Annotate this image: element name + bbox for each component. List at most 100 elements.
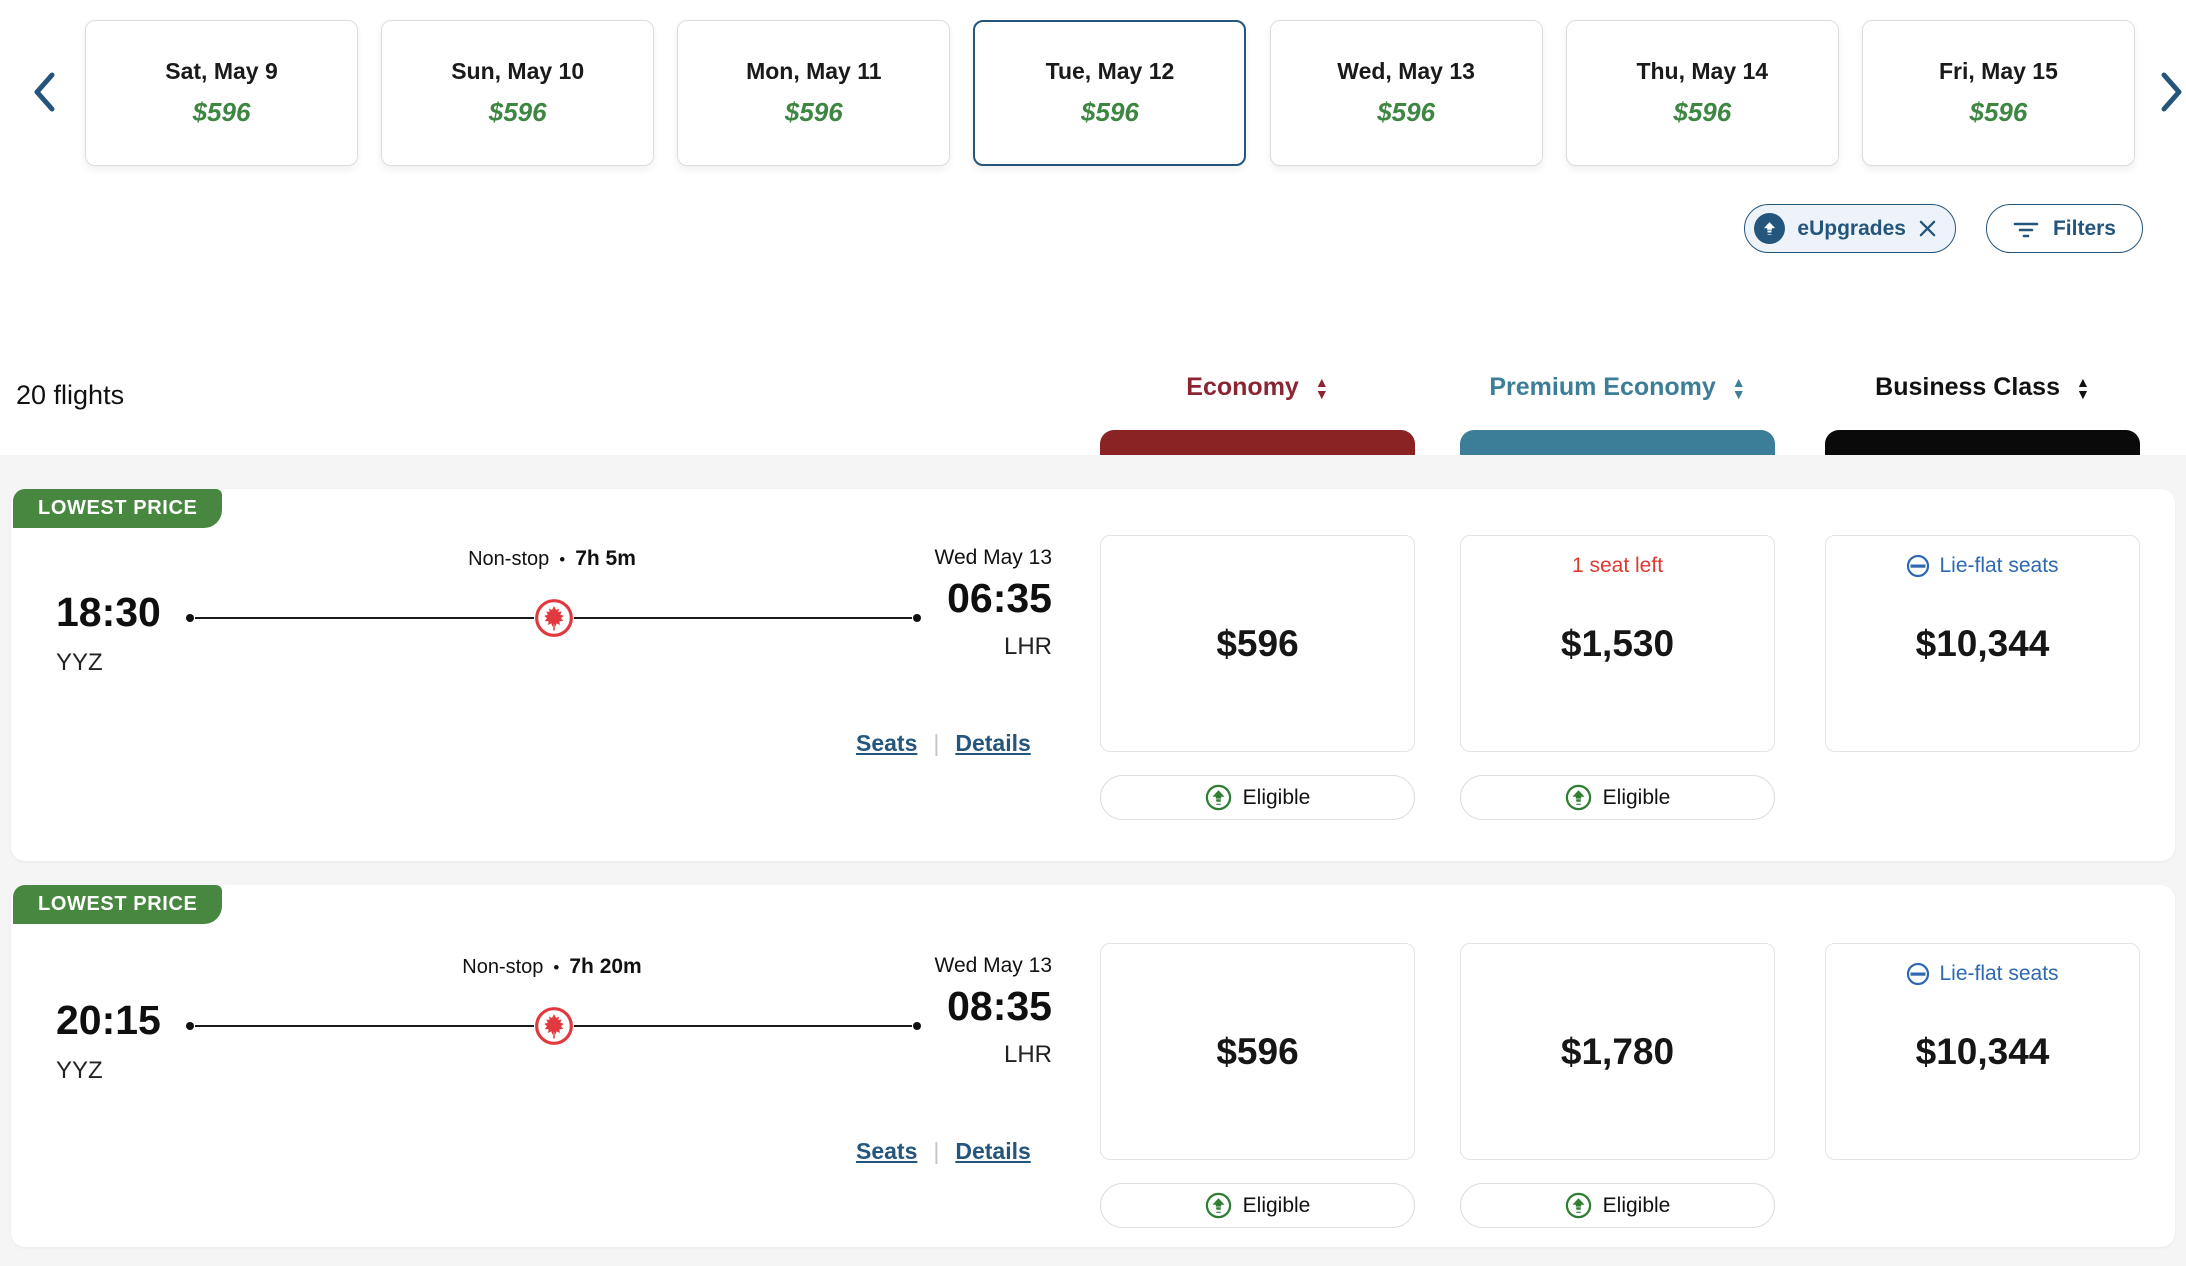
economy-price: $596 — [1216, 1030, 1299, 1072]
date-card-fri-may-15[interactable]: Fri, May 15 $596 — [1861, 20, 2135, 166]
premium-economy-eligible-badge: Eligible — [1460, 775, 1775, 820]
date-label: Mon, May 11 — [746, 58, 882, 84]
eligible-upgrade-icon — [1565, 784, 1591, 811]
economy-price: $596 — [1216, 622, 1299, 664]
business-class-price: $10,344 — [1915, 1030, 2050, 1072]
lie-flat-note: Lie-flat seats — [1826, 554, 2139, 578]
bullet-separator: • — [559, 550, 566, 569]
seats-left-note: 1 seat left — [1571, 554, 1664, 577]
arrival-time: 08:35 — [947, 983, 1052, 1029]
economy-eligible-badge: Eligible — [1100, 1183, 1415, 1228]
carousel-prev-button[interactable] — [22, 44, 66, 140]
flight-stops-duration: Non-stop • 7h 5m — [352, 547, 752, 571]
date-card-mon-may-11[interactable]: Mon, May 11 $596 — [677, 20, 951, 166]
premium-economy-fare-cell[interactable]: $1,780 — [1460, 943, 1775, 1160]
eligible-upgrade-icon — [1565, 1192, 1591, 1219]
eligible-upgrade-icon — [1205, 1192, 1231, 1219]
arrival-block: Wed May 13 08:35 LHR — [890, 954, 1053, 1069]
business-class-fare-cell[interactable]: Lie-flat seats $10,344 — [1825, 535, 2140, 752]
column-header-economy[interactable]: Economy ▲ ▼ — [1100, 372, 1415, 403]
timeline-dot — [186, 614, 194, 622]
premium-economy-price: $1,530 — [1560, 622, 1675, 664]
air-canada-logo-icon — [533, 598, 574, 638]
chevron-left-icon — [34, 72, 55, 112]
departure-block: 20:15 YYZ — [56, 997, 161, 1085]
date-card-tue-may-12-selected[interactable]: Tue, May 12 $596 — [973, 20, 1247, 166]
eligible-label: Eligible — [1242, 785, 1311, 809]
arrival-block: Wed May 13 06:35 LHR — [890, 546, 1053, 661]
flight-timeline — [186, 598, 921, 638]
premium-economy-eligible-badge: Eligible — [1460, 1183, 1775, 1228]
lie-flat-note: Lie-flat seats — [1826, 962, 2139, 986]
departure-airport-code: YYZ — [56, 649, 103, 676]
date-label: Fri, May 15 — [1938, 58, 2058, 84]
date-card-sat-may-9[interactable]: Sat, May 9 $596 — [85, 20, 358, 166]
bullet-separator: • — [553, 958, 560, 977]
duration-label: 7h 5m — [575, 547, 636, 570]
date-price: $596 — [1377, 97, 1436, 127]
arrival-date: Wed May 13 — [934, 546, 1053, 569]
flight-links: Seats | Details — [856, 1138, 1031, 1165]
departure-airport-code: YYZ — [56, 1057, 103, 1084]
flight-card: LOWEST PRICE Non-stop • 7h 20m 20:15 YYZ W… — [11, 885, 2175, 1247]
date-label: Sat, May 9 — [165, 58, 278, 84]
filter-icon — [2013, 222, 2039, 237]
seats-link[interactable]: Seats — [856, 1138, 918, 1164]
stops-label: Non-stop — [468, 548, 550, 570]
date-label: Tue, May 12 — [1045, 58, 1175, 84]
flight-links: Seats | Details — [856, 730, 1031, 757]
column-header-premium-economy[interactable]: Premium Economy ▲ ▼ — [1460, 372, 1775, 403]
date-card-wed-may-13[interactable]: Wed, May 13 $596 — [1269, 20, 1543, 166]
economy-fare-cell[interactable]: $596 — [1100, 535, 1415, 752]
business-class-price: $10,344 — [1915, 622, 2050, 664]
business-class-fare-cell[interactable]: Lie-flat seats $10,344 — [1825, 943, 2140, 1160]
flight-card: LOWEST PRICE Non-stop • 7h 5m 18:30 YYZ We… — [11, 489, 2175, 861]
column-header-label: Business Class — [1875, 373, 2060, 401]
departure-time: 20:15 — [56, 997, 161, 1043]
flight-timeline — [186, 1006, 921, 1046]
lowest-price-badge: LOWEST PRICE — [13, 885, 223, 924]
timeline-dot — [913, 1022, 921, 1030]
column-header-business-class[interactable]: Business Class ▲ ▼ — [1825, 372, 2140, 403]
close-icon[interactable] — [1918, 219, 1937, 238]
filters-button-label: Filters — [2052, 216, 2116, 240]
departure-time: 18:30 — [56, 589, 161, 635]
details-link[interactable]: Details — [955, 1138, 1031, 1164]
date-carousel: Sat, May 9 $596 Sun, May 10 $596 Mon, Ma… — [85, 20, 2135, 166]
date-card-thu-may-14[interactable]: Thu, May 14 $596 — [1565, 20, 1839, 166]
departure-block: 18:30 YYZ — [56, 589, 161, 677]
lie-flat-seat-icon — [1907, 554, 1930, 578]
economy-eligible-badge: Eligible — [1100, 775, 1415, 820]
timeline-dot — [186, 1022, 194, 1030]
date-card-sun-may-10[interactable]: Sun, May 10 $596 — [381, 20, 655, 166]
details-link[interactable]: Details — [955, 730, 1031, 756]
flight-stops-duration: Non-stop • 7h 20m — [352, 955, 752, 979]
date-price: $596 — [784, 97, 843, 127]
sort-icon: ▲ ▼ — [2075, 373, 2090, 402]
eligible-label: Eligible — [1602, 1193, 1671, 1217]
eligible-label: Eligible — [1242, 1193, 1311, 1217]
date-price: $596 — [1081, 97, 1139, 127]
premium-economy-fare-cell[interactable]: 1 seat left $1,530 — [1460, 535, 1775, 752]
filters-button[interactable]: Filters — [1985, 204, 2143, 253]
seats-link[interactable]: Seats — [856, 730, 918, 756]
date-label: Wed, May 13 — [1337, 58, 1475, 84]
lie-flat-label: Lie-flat seats — [1939, 962, 2059, 985]
carousel-next-button[interactable] — [2150, 44, 2186, 140]
link-divider: | — [933, 1138, 940, 1164]
premium-economy-price: $1,780 — [1560, 1030, 1675, 1072]
date-price: $596 — [1969, 97, 2028, 127]
eupgrades-filter-chip[interactable]: eUpgrades — [1744, 204, 1956, 253]
sort-icon: ▲ ▼ — [1314, 373, 1329, 402]
arrival-time: 06:35 — [947, 575, 1052, 621]
eupgrades-chip-label: eUpgrades — [1797, 216, 1906, 240]
economy-fare-cell[interactable]: $596 — [1100, 943, 1415, 1160]
link-divider: | — [933, 730, 940, 756]
lie-flat-label: Lie-flat seats — [1939, 554, 2059, 577]
toolbar: eUpgrades Filters — [1744, 204, 2143, 253]
column-header-label: Premium Economy — [1489, 373, 1716, 401]
air-canada-logo-icon — [533, 1006, 574, 1046]
date-price: $596 — [488, 97, 547, 127]
column-header-label: Economy — [1186, 373, 1299, 401]
eligible-label: Eligible — [1602, 785, 1671, 809]
